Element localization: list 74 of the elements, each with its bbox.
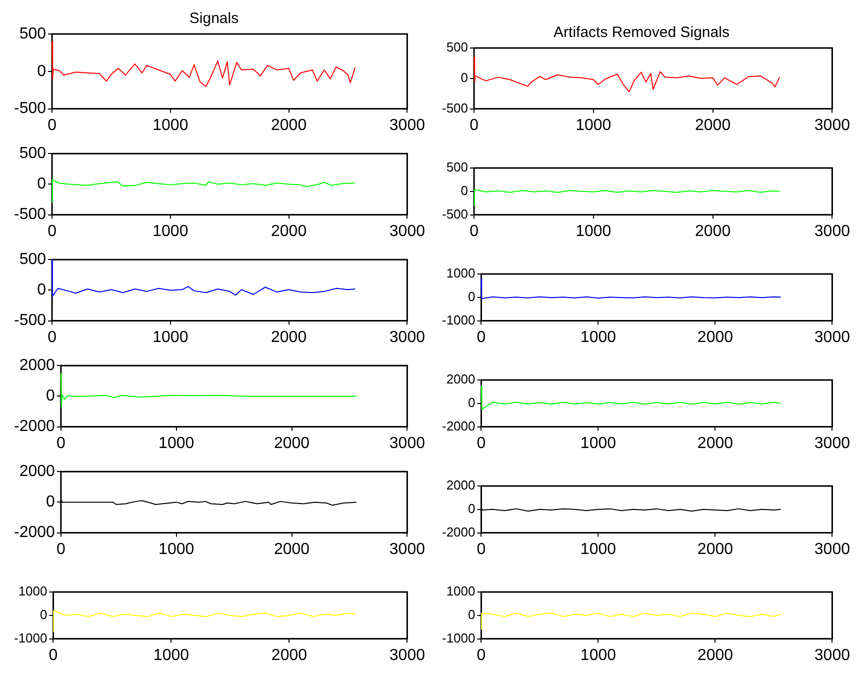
- x-tick-label: 3000: [389, 434, 426, 452]
- y-tick-label: 1000: [446, 266, 476, 281]
- y-tick-label: 0: [468, 394, 476, 410]
- y-tick-label: -500: [14, 100, 46, 118]
- x-tick-label: 3000: [389, 328, 426, 346]
- x-tick-label: 2000: [697, 646, 734, 664]
- chart-title: Artifacts Removed Signals: [554, 24, 730, 42]
- x-tick-label: 1000: [576, 116, 612, 134]
- y-tick-label: -1000: [442, 312, 476, 328]
- x-tick-label: 3000: [389, 222, 426, 240]
- y-tick-label: -500: [442, 206, 468, 222]
- y-tick-label: 2000: [19, 463, 56, 480]
- x-tick-label: 2000: [697, 434, 734, 452]
- y-tick-label: 0: [468, 606, 476, 622]
- y-tick-label: -1000: [442, 630, 476, 646]
- y-tick-label: 500: [446, 40, 468, 55]
- x-tick-label: 3000: [814, 434, 850, 452]
- y-tick-label: -1000: [14, 630, 48, 646]
- x-tick-label: 3000: [389, 116, 426, 134]
- x-tick-label: 2000: [271, 116, 307, 134]
- x-tick-label: 1000: [580, 540, 616, 558]
- x-tick-label: 1000: [153, 646, 190, 664]
- y-tick-label: 500: [446, 160, 468, 175]
- x-tick-label: 3000: [389, 646, 426, 664]
- x-tick-label: 1000: [152, 222, 188, 240]
- x-tick-label: 1000: [576, 222, 612, 240]
- y-tick-label: 0: [37, 282, 46, 299]
- y-tick-label: 2000: [19, 357, 56, 374]
- x-tick-label: 2000: [695, 222, 731, 240]
- y-tick-label: 0: [460, 70, 468, 85]
- y-tick-label: -2000: [442, 524, 476, 540]
- y-tick-label: 0: [460, 182, 468, 198]
- x-tick-label: 1000: [580, 328, 616, 346]
- x-tick-label: 3000: [389, 540, 426, 558]
- y-tick-label: 1000: [446, 584, 476, 599]
- y-tick-label: 2000: [446, 372, 476, 387]
- chart-title: Signals: [189, 10, 239, 28]
- y-tick-label: 0: [46, 494, 56, 511]
- x-tick-label: 1000: [152, 328, 188, 346]
- y-tick-label: 500: [19, 25, 46, 42]
- y-tick-label: 0: [468, 500, 476, 516]
- y-tick-label: -2000: [442, 418, 476, 434]
- y-tick-label: 0: [37, 62, 46, 80]
- x-tick-label: 1000: [580, 434, 616, 452]
- y-tick-label: -500: [14, 206, 46, 224]
- x-tick-label: 2000: [271, 222, 307, 240]
- y-tick-label: 0: [40, 606, 48, 622]
- x-tick-label: 3000: [814, 646, 850, 664]
- y-tick-label: 2000: [446, 478, 476, 493]
- x-tick-label: 1000: [158, 540, 194, 558]
- y-tick-label: -2000: [14, 524, 56, 542]
- y-tick-label: 0: [46, 388, 56, 405]
- x-tick-label: 2000: [271, 328, 307, 346]
- x-tick-label: 2000: [695, 116, 731, 134]
- x-tick-label: 1000: [158, 434, 194, 452]
- x-tick-label: 3000: [814, 116, 850, 134]
- x-tick-label: 2000: [697, 540, 734, 558]
- x-tick-label: 3000: [814, 222, 850, 240]
- x-tick-label: 3000: [814, 540, 850, 558]
- y-tick-label: 500: [19, 251, 46, 268]
- x-tick-label: 2000: [697, 328, 734, 346]
- y-tick-label: 0: [37, 176, 46, 193]
- y-tick-label: 1000: [18, 584, 48, 599]
- y-tick-label: 0: [468, 288, 476, 304]
- x-tick-label: 1000: [152, 116, 188, 134]
- x-tick-label: 2000: [274, 540, 310, 558]
- x-tick-label: 2000: [271, 646, 308, 664]
- y-tick-label: -500: [442, 100, 468, 116]
- y-tick-label: 500: [19, 145, 46, 162]
- y-tick-label: -2000: [14, 418, 56, 436]
- x-tick-label: 3000: [814, 328, 850, 346]
- x-tick-label: 2000: [274, 434, 310, 452]
- y-tick-label: -500: [14, 312, 46, 330]
- x-tick-label: 1000: [580, 646, 616, 664]
